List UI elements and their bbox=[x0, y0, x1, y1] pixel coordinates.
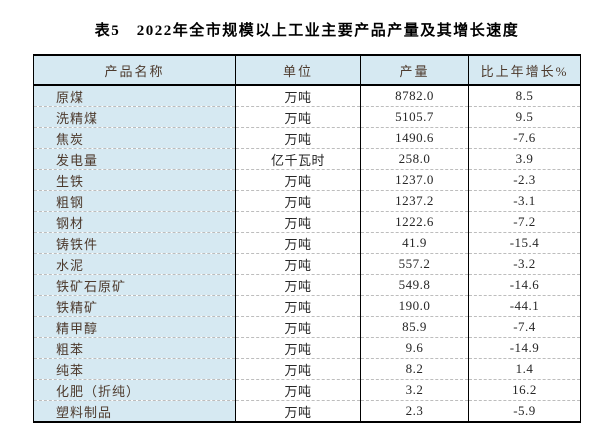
unit-cell: 万吨 bbox=[235, 127, 361, 149]
product-name-cell: 洗精煤 bbox=[33, 106, 236, 128]
output-cell: 3.2 bbox=[360, 379, 469, 401]
growth-cell: -7.4 bbox=[468, 316, 581, 338]
output-cell: 8.2 bbox=[360, 358, 469, 380]
table-row: 化肥（折纯） 万吨 3.2 16.2 bbox=[33, 379, 581, 401]
output-cell: 41.9 bbox=[360, 232, 469, 254]
product-name-cell: 粗钢 bbox=[33, 190, 236, 212]
growth-cell: 16.2 bbox=[468, 379, 581, 401]
unit-cell: 万吨 bbox=[235, 211, 361, 233]
growth-cell: 3.9 bbox=[468, 148, 581, 170]
output-cell: 258.0 bbox=[360, 148, 469, 170]
product-name-cell: 铸铁件 bbox=[33, 232, 236, 254]
table-row: 铁精矿 万吨 190.0 -44.1 bbox=[33, 295, 581, 317]
products-table: 产品名称 单位 产量 比上年增长% 原煤 万吨 8782.0 8.5 洗精煤 万吨 5105.7 9… bbox=[33, 54, 581, 423]
column-header-product-name: 产品名称 bbox=[33, 55, 236, 86]
unit-cell: 万吨 bbox=[235, 337, 361, 359]
product-name-cell: 纯苯 bbox=[33, 358, 236, 380]
product-name-cell: 原煤 bbox=[33, 85, 236, 107]
table-row: 铸铁件 万吨 41.9 -15.4 bbox=[33, 232, 581, 254]
growth-cell: -2.3 bbox=[468, 169, 581, 191]
table-row: 精甲醇 万吨 85.9 -7.4 bbox=[33, 316, 581, 338]
output-cell: 190.0 bbox=[360, 295, 469, 317]
output-cell: 557.2 bbox=[360, 253, 469, 275]
output-cell: 1490.6 bbox=[360, 127, 469, 149]
unit-cell: 万吨 bbox=[235, 106, 361, 128]
table-title: 表5 2022年全市规模以上工业主要产品产量及其增长速度 bbox=[94, 23, 520, 39]
product-name-cell: 化肥（折纯） bbox=[33, 379, 236, 401]
table-row: 发电量 亿千瓦时 258.0 3.9 bbox=[33, 148, 581, 170]
growth-cell: -15.4 bbox=[468, 232, 581, 254]
output-cell: 85.9 bbox=[360, 316, 469, 338]
table-row: 粗钢 万吨 1237.2 -3.1 bbox=[33, 190, 581, 212]
growth-cell: 8.5 bbox=[468, 85, 581, 107]
table-row: 水泥 万吨 557.2 -3.2 bbox=[33, 253, 581, 275]
table-row: 纯苯 万吨 8.2 1.4 bbox=[33, 358, 581, 380]
output-cell: 1237.0 bbox=[360, 169, 469, 191]
output-cell: 1222.6 bbox=[360, 211, 469, 233]
output-cell: 549.8 bbox=[360, 274, 469, 296]
product-name-cell: 粗苯 bbox=[33, 337, 236, 359]
table-row: 钢材 万吨 1222.6 -7.2 bbox=[33, 211, 581, 233]
product-name-cell: 水泥 bbox=[33, 253, 236, 275]
product-name-cell: 生铁 bbox=[33, 169, 236, 191]
unit-cell: 万吨 bbox=[235, 85, 361, 107]
growth-cell: -3.2 bbox=[468, 253, 581, 275]
growth-cell: -14.6 bbox=[468, 274, 581, 296]
unit-cell: 万吨 bbox=[235, 379, 361, 401]
product-name-cell: 钢材 bbox=[33, 211, 236, 233]
growth-cell: -7.2 bbox=[468, 211, 581, 233]
unit-cell: 万吨 bbox=[235, 169, 361, 191]
unit-cell: 万吨 bbox=[235, 253, 361, 275]
product-name-cell: 焦炭 bbox=[33, 127, 236, 149]
unit-cell: 万吨 bbox=[235, 232, 361, 254]
table-row: 焦炭 万吨 1490.6 -7.6 bbox=[33, 127, 581, 149]
table-row: 粗苯 万吨 9.6 -14.9 bbox=[33, 337, 581, 359]
unit-cell: 万吨 bbox=[235, 295, 361, 317]
output-cell: 1237.2 bbox=[360, 190, 469, 212]
growth-cell: -14.9 bbox=[468, 337, 581, 359]
column-header-output: 产量 bbox=[360, 55, 469, 86]
table-body: 原煤 万吨 8782.0 8.5 洗精煤 万吨 5105.7 9.5 焦炭 万吨 1490.6 -7.… bbox=[33, 85, 581, 422]
table-row: 铁矿石原矿 万吨 549.8 -14.6 bbox=[33, 274, 581, 296]
unit-cell: 万吨 bbox=[235, 190, 361, 212]
table-row: 原煤 万吨 8782.0 8.5 bbox=[33, 85, 581, 107]
growth-cell: -5.9 bbox=[468, 400, 581, 422]
product-name-cell: 精甲醇 bbox=[33, 316, 236, 338]
product-name-cell: 塑料制品 bbox=[33, 400, 236, 422]
unit-cell: 亿千瓦时 bbox=[235, 148, 361, 170]
product-name-cell: 铁矿石原矿 bbox=[33, 274, 236, 296]
growth-cell: -7.6 bbox=[468, 127, 581, 149]
growth-cell: -44.1 bbox=[468, 295, 581, 317]
column-header-growth: 比上年增长% bbox=[468, 55, 581, 86]
output-cell: 2.3 bbox=[360, 400, 469, 422]
output-cell: 8782.0 bbox=[360, 85, 469, 107]
unit-cell: 万吨 bbox=[235, 274, 361, 296]
growth-cell: 1.4 bbox=[468, 358, 581, 380]
header-row: 产品名称 单位 产量 比上年增长% bbox=[33, 55, 581, 86]
output-cell: 5105.7 bbox=[360, 106, 469, 128]
table-row: 塑料制品 万吨 2.3 -5.9 bbox=[33, 400, 581, 422]
unit-cell: 万吨 bbox=[235, 400, 361, 422]
product-name-cell: 铁精矿 bbox=[33, 295, 236, 317]
unit-cell: 万吨 bbox=[235, 358, 361, 380]
table-row: 生铁 万吨 1237.0 -2.3 bbox=[33, 169, 581, 191]
growth-cell: 9.5 bbox=[468, 106, 581, 128]
output-cell: 9.6 bbox=[360, 337, 469, 359]
unit-cell: 万吨 bbox=[235, 316, 361, 338]
product-name-cell: 发电量 bbox=[33, 148, 236, 170]
column-header-unit: 单位 bbox=[235, 55, 361, 86]
table-row: 洗精煤 万吨 5105.7 9.5 bbox=[33, 106, 581, 128]
growth-cell: -3.1 bbox=[468, 190, 581, 212]
